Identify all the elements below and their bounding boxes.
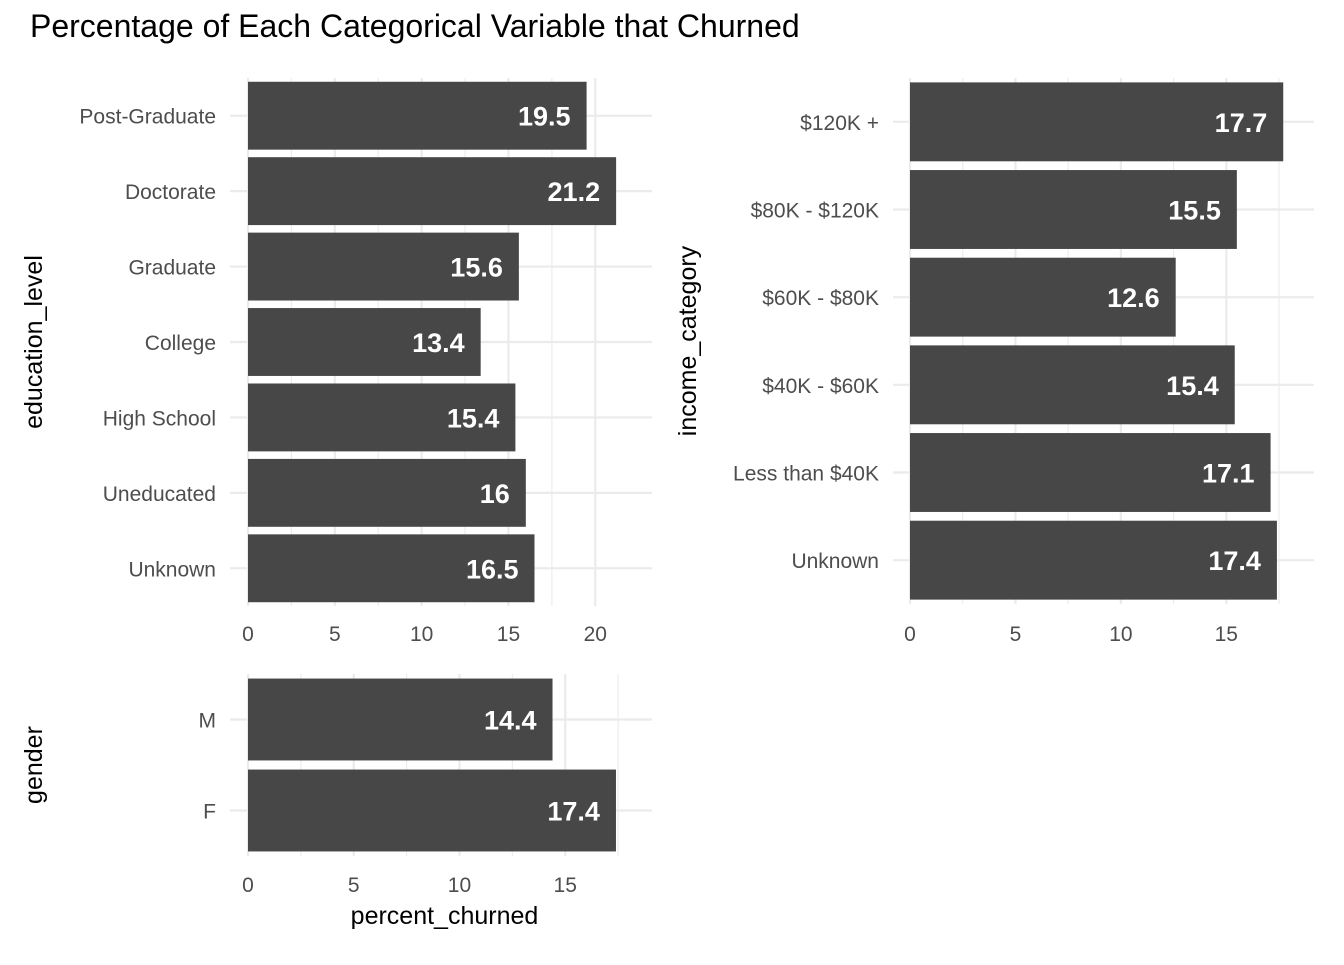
education-bar bbox=[248, 308, 481, 376]
income-x-tick-label: 10 bbox=[1109, 623, 1132, 646]
gender-x-tick-label: 10 bbox=[448, 874, 471, 897]
gender-x-tick-label: 5 bbox=[348, 874, 360, 897]
gender-x-tick-label: 0 bbox=[242, 874, 254, 897]
income-x-tick-label: 15 bbox=[1215, 623, 1238, 646]
income-bar bbox=[910, 170, 1237, 249]
education-category-label: College bbox=[145, 332, 216, 355]
income-category-label: $40K - $60K bbox=[762, 375, 879, 398]
education-y-axis-title: education_level bbox=[20, 255, 48, 429]
income-category-label: Less than $40K bbox=[733, 463, 879, 486]
gender-x-axis-title: percent_churned bbox=[351, 902, 539, 930]
education-bar bbox=[248, 534, 535, 603]
gender-bar bbox=[248, 678, 553, 761]
income-bar bbox=[910, 433, 1271, 512]
income-category-label: $120K + bbox=[800, 112, 879, 135]
gender-category-label: M bbox=[199, 710, 217, 733]
income-category-label: $60K - $80K bbox=[762, 287, 879, 310]
education-bar bbox=[248, 383, 516, 452]
education-category-label: High School bbox=[103, 407, 216, 430]
education-category-label: Graduate bbox=[128, 257, 216, 280]
income-panel: 17.7 $120K + 15.5 $80K - $120K 12.6 $60K - $8… bbox=[674, 78, 1314, 646]
income-data-label: 15.4 bbox=[1166, 371, 1219, 401]
income-bar bbox=[910, 82, 1284, 162]
income-data-label: 15.5 bbox=[1168, 196, 1221, 226]
education-x-tick-label: 0 bbox=[242, 623, 254, 646]
income-bar bbox=[910, 257, 1176, 337]
education-data-label: 15.4 bbox=[447, 403, 500, 433]
education-data-label: 19.5 bbox=[518, 102, 571, 132]
education-x-tick-label: 10 bbox=[410, 623, 433, 646]
education-data-label: 16.5 bbox=[466, 554, 519, 584]
income-data-label: 17.7 bbox=[1215, 108, 1268, 138]
gender-data-label: 14.4 bbox=[484, 706, 537, 736]
education-bar bbox=[248, 81, 587, 150]
income-x-tick-label: 5 bbox=[1010, 623, 1022, 646]
education-category-label: Unknown bbox=[128, 558, 216, 581]
income-category-label: $80K - $120K bbox=[751, 200, 879, 223]
education-x-tick-label: 5 bbox=[329, 623, 341, 646]
education-x-tick-label: 15 bbox=[497, 623, 520, 646]
income-data-label: 17.1 bbox=[1202, 459, 1255, 489]
gender-panel: 14.4 M 17.4 F 0 5 10 15 gender percent_churned bbox=[20, 674, 652, 930]
income-bar bbox=[910, 520, 1277, 600]
gender-category-label: F bbox=[203, 801, 216, 824]
gender-bar bbox=[248, 769, 616, 852]
education-bar bbox=[248, 232, 519, 301]
gender-data-label: 17.4 bbox=[547, 797, 600, 827]
chart-title: Percentage of Each Categorical Variable … bbox=[30, 8, 800, 44]
income-data-label: 17.4 bbox=[1208, 546, 1261, 576]
income-y-axis-title: income_category bbox=[674, 245, 702, 436]
gender-y-axis-title: gender bbox=[20, 726, 48, 804]
gender-x-tick-label: 15 bbox=[554, 874, 577, 897]
education-data-label: 13.4 bbox=[412, 328, 465, 358]
income-bar bbox=[910, 345, 1235, 425]
income-x-tick-label: 0 bbox=[904, 623, 916, 646]
education-data-label: 15.6 bbox=[450, 253, 503, 283]
education-category-label: Post-Graduate bbox=[79, 106, 216, 129]
education-bar bbox=[248, 458, 526, 527]
education-x-tick-label: 20 bbox=[584, 623, 607, 646]
income-category-label: Unknown bbox=[791, 550, 879, 573]
education-data-label: 16 bbox=[480, 479, 510, 509]
education-category-label: Uneducated bbox=[103, 483, 216, 506]
education-data-label: 21.2 bbox=[548, 177, 601, 207]
education-category-label: Doctorate bbox=[125, 181, 216, 204]
income-data-label: 12.6 bbox=[1107, 283, 1160, 313]
education-bar bbox=[248, 157, 617, 226]
education-panel: 19.5 Post-Graduate 21.2 Doctorate 15.6 Gradua… bbox=[20, 78, 652, 646]
